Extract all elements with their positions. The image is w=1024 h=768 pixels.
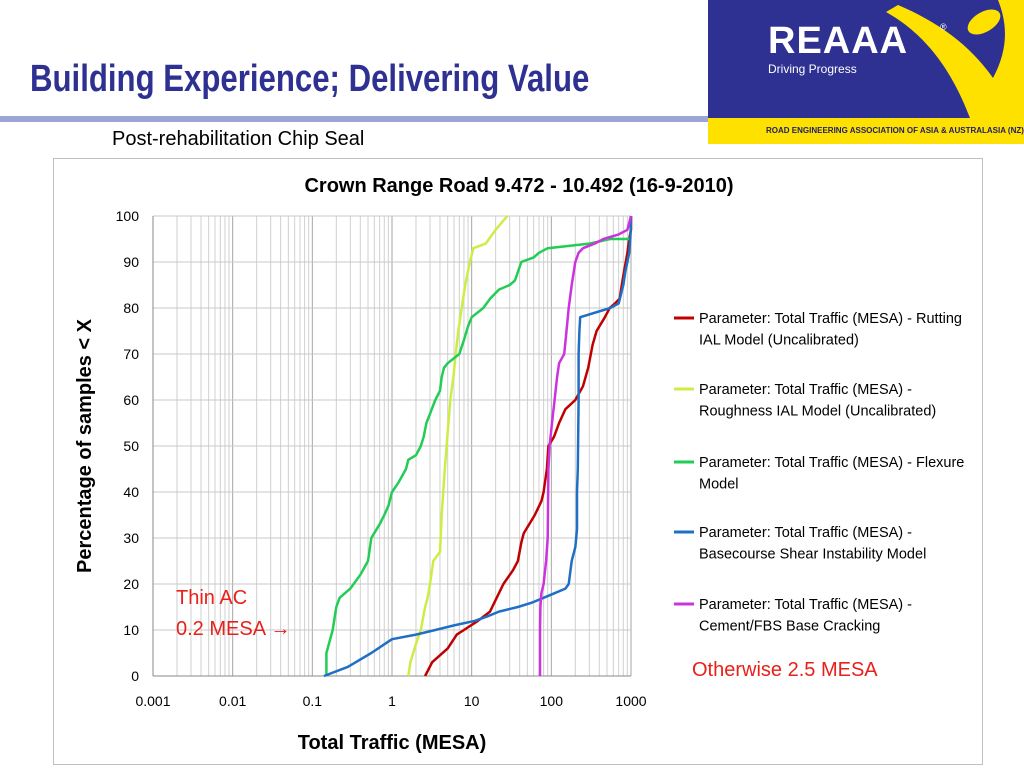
x-tick-label: 0.01 xyxy=(219,693,246,709)
y-axis-label: Percentage of samples < X xyxy=(74,318,96,573)
logo-tagline: Driving Progress xyxy=(768,62,857,76)
y-tick-label: 20 xyxy=(123,576,139,592)
reaaa-logo: REAAA ® Driving Progress xyxy=(708,0,1024,118)
legend-entry-4: Parameter: Total Traffic (MESA) -Basecou… xyxy=(699,525,926,563)
y-tick-label: 30 xyxy=(123,530,139,546)
thin-ac-annotation-line2: 0.2 MESA → xyxy=(176,618,291,640)
logo-wordmark: REAAA xyxy=(768,20,909,62)
series-line-2 xyxy=(407,215,509,677)
legend-entry-3: Parameter: Total Traffic (MESA) - Flexur… xyxy=(699,455,964,493)
y-tick-label: 50 xyxy=(123,438,139,454)
slide-subtitle: Post-rehabilitation Chip Seal xyxy=(112,128,365,150)
series-line-5 xyxy=(538,215,633,676)
traffic-distribution-chart: 0 10 20 30 40 50 60 70 80 90 100 0.001 0.01 0.1 1 10 100… xyxy=(74,175,964,754)
organisation-name-bar: ROAD ENGINEERING ASSOCIATION OF ASIA & A… xyxy=(708,118,1024,144)
series-line-3 xyxy=(325,237,631,676)
legend-entry-5: Parameter: Total Traffic (MESA) -Cement/… xyxy=(699,597,912,635)
x-tick-label: 1000 xyxy=(615,693,646,709)
chart-frame: 0 10 20 30 40 50 60 70 80 90 100 0.001 0.01 0.1 1 10 100… xyxy=(53,158,983,765)
legend-entry-1: Parameter: Total Traffic (MESA) - Ruttin… xyxy=(699,311,962,349)
x-tick-label: 0.001 xyxy=(135,693,170,709)
legend-entry-2: Parameter: Total Traffic (MESA) -Roughne… xyxy=(699,382,936,420)
y-tick-label: 80 xyxy=(123,300,139,316)
y-tick-label: 0 xyxy=(131,668,139,684)
x-tick-label: 100 xyxy=(540,693,564,709)
slide-title: Building Experience; Delivering Value xyxy=(30,58,590,100)
y-tick-label: 70 xyxy=(123,346,139,362)
x-tick-label: 10 xyxy=(464,693,480,709)
title-underline xyxy=(0,116,1024,122)
y-tick-label: 90 xyxy=(123,254,139,270)
logo-registered-mark: ® xyxy=(940,22,947,32)
y-tick-label: 40 xyxy=(123,484,139,500)
thin-ac-annotation-line1: Thin AC xyxy=(176,587,248,609)
y-tick-label: 100 xyxy=(116,208,140,224)
otherwise-annotation: Otherwise 2.5 MESA xyxy=(692,659,878,681)
x-axis-label: Total Traffic (MESA) xyxy=(298,732,487,754)
x-tick-label: 0.1 xyxy=(303,693,323,709)
chart-title: Crown Range Road 9.472 - 10.492 (16-9-20… xyxy=(304,175,733,197)
x-tick-label: 1 xyxy=(388,693,396,709)
y-tick-label: 10 xyxy=(123,622,139,638)
series-line-4 xyxy=(323,215,633,678)
y-tick-label: 60 xyxy=(123,392,139,408)
logo-swoosh-icon xyxy=(886,0,1024,118)
